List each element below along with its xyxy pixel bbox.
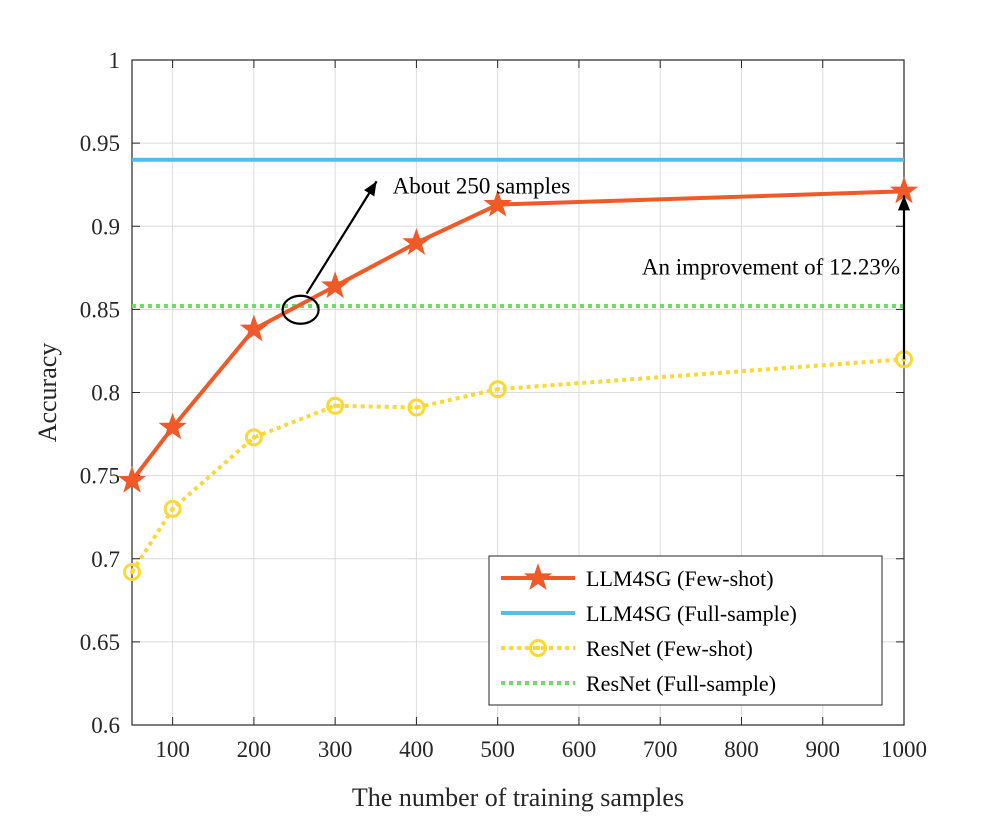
legend-label: LLM4SG (Few-shot): [586, 566, 774, 591]
circle-marker: [326, 396, 345, 415]
series-0: [117, 176, 919, 493]
axis-ticks: 100 200 300 400 500 600 700 800 900 1000 0.6 0.65 0.…: [80, 48, 927, 762]
x-tick-label: 1000: [881, 737, 927, 762]
x-tick-label: 300: [318, 737, 353, 762]
annotation-improvement: An improvement of 12.23%: [642, 254, 900, 279]
x-tick-label: 500: [480, 737, 515, 762]
legend-box: [488, 555, 883, 706]
y-tick-label: 0.65: [80, 630, 120, 655]
legend-marker: [529, 639, 547, 657]
annotations: About 250 samples An improvement of 12.2…: [281, 173, 910, 360]
circle-marker: [488, 380, 507, 399]
series-layer: [117, 157, 919, 582]
circle-marker: [244, 428, 263, 447]
x-tick-label: 400: [399, 737, 434, 762]
x-tick-label: 700: [643, 737, 678, 762]
x-tick-label: 900: [805, 737, 840, 762]
legend-item: ResNet (Full-sample): [501, 671, 776, 696]
star-marker: [239, 314, 268, 342]
series-2: [123, 350, 913, 582]
circle-marker: [123, 563, 141, 582]
y-tick-label: 0.7: [91, 547, 120, 572]
x-tick-label: 200: [237, 737, 272, 762]
circle-marker-center: [129, 569, 135, 575]
legend-item: LLM4SG (Few-shot): [501, 563, 774, 591]
y-tick-label: 0.85: [80, 297, 120, 322]
circle-marker-center: [495, 386, 500, 392]
legend: LLM4SG (Few-shot) LLM4SG (Full-sample) Res…: [488, 555, 883, 706]
annotation-arrowhead-250: [364, 181, 377, 197]
crossing-highlight-ellipse: [281, 294, 320, 325]
y-tick-label: 0.9: [91, 214, 120, 239]
x-axis-title: The number of training samples: [352, 783, 684, 812]
circle-marker-center: [414, 405, 419, 410]
circle-marker: [407, 398, 426, 417]
annotation-arrowhead-improvement: [898, 195, 910, 211]
legend-label: ResNet (Full-sample): [586, 671, 776, 696]
circle-marker-center: [332, 403, 338, 409]
x-tick-label: 600: [562, 737, 597, 762]
annotation-arrow-250: [305, 180, 378, 295]
series-line: [130, 357, 905, 574]
legend-item: LLM4SG (Full-sample): [501, 601, 797, 626]
y-tick-label: 0.6: [91, 713, 120, 738]
legend-marker: [523, 563, 553, 590]
legend-item: ResNet (Few-shot): [501, 636, 753, 661]
legend-label: ResNet (Few-shot): [586, 636, 753, 661]
circle-marker-center: [170, 506, 175, 512]
star-marker: [402, 228, 431, 255]
star-marker: [483, 189, 512, 217]
y-tick-label: 0.8: [91, 381, 120, 406]
star-marker: [321, 271, 350, 299]
y-tick-label: 0.75: [80, 464, 120, 489]
x-tick-label: 100: [155, 737, 190, 762]
x-tick-label: 800: [724, 737, 759, 762]
star-marker: [117, 465, 147, 493]
y-tick-label: 1: [109, 48, 121, 73]
annotation-about-250: About 250 samples: [393, 173, 571, 198]
y-axis-title: Accuracy: [33, 343, 62, 443]
star-marker: [158, 412, 187, 440]
legend-marker-center: [535, 645, 541, 651]
legend-label: LLM4SG (Full-sample): [586, 601, 797, 626]
y-tick-label: 0.95: [80, 131, 120, 156]
circle-marker-center: [251, 435, 257, 440]
circle-marker: [163, 499, 182, 518]
